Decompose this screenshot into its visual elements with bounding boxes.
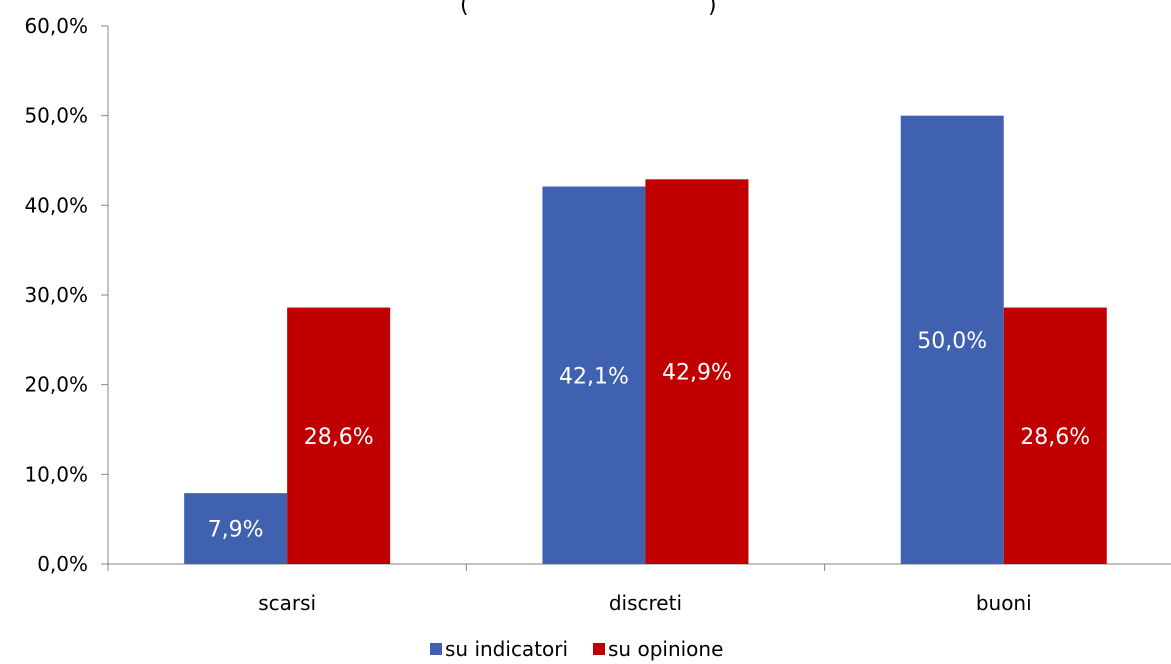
bar-su-indicatori-buoni — [900, 115, 1004, 565]
data-label: 7,9% — [208, 518, 264, 543]
category-label: discreti — [609, 591, 682, 615]
legend-swatch — [430, 643, 442, 655]
y-tick-label: 10,0% — [24, 462, 88, 486]
legend-label: su opinione — [608, 637, 723, 661]
bar-su-opinione-discreti — [645, 179, 749, 564]
legend: su indicatori su opinione — [430, 637, 723, 661]
data-label: 28,6% — [304, 425, 374, 450]
y-tick-label: 30,0% — [24, 283, 88, 307]
bar-su-opinione-buoni — [1003, 307, 1107, 564]
legend-swatch — [593, 643, 605, 655]
y-tick-label: 40,0% — [24, 193, 88, 217]
data-label: 42,9% — [662, 361, 732, 386]
y-tick-label: 0,0% — [37, 552, 88, 576]
category-label: buoni — [976, 591, 1032, 615]
chart-title-right-fragment: ) — [708, 0, 717, 18]
data-label: 28,6% — [1020, 425, 1090, 450]
bar-su-indicatori-discreti — [542, 186, 646, 564]
y-tick-label: 20,0% — [24, 373, 88, 397]
chart-title-left-fragment: ( — [460, 0, 469, 18]
bar-su-opinione-scarsi — [287, 307, 391, 564]
legend-label: su indicatori — [445, 637, 568, 661]
category-label: scarsi — [258, 591, 316, 615]
data-label: 50,0% — [917, 329, 987, 354]
y-tick-label: 60,0% — [24, 14, 88, 38]
bar-su-indicatori-scarsi — [184, 493, 288, 564]
plot-area: 0,0% 10,0% 20,0% 30,0% 40,0% 50,0% 60,0% 7,9% 28… — [24, 14, 1171, 615]
y-tick-label: 50,0% — [24, 104, 88, 128]
data-label: 42,1% — [559, 364, 629, 389]
